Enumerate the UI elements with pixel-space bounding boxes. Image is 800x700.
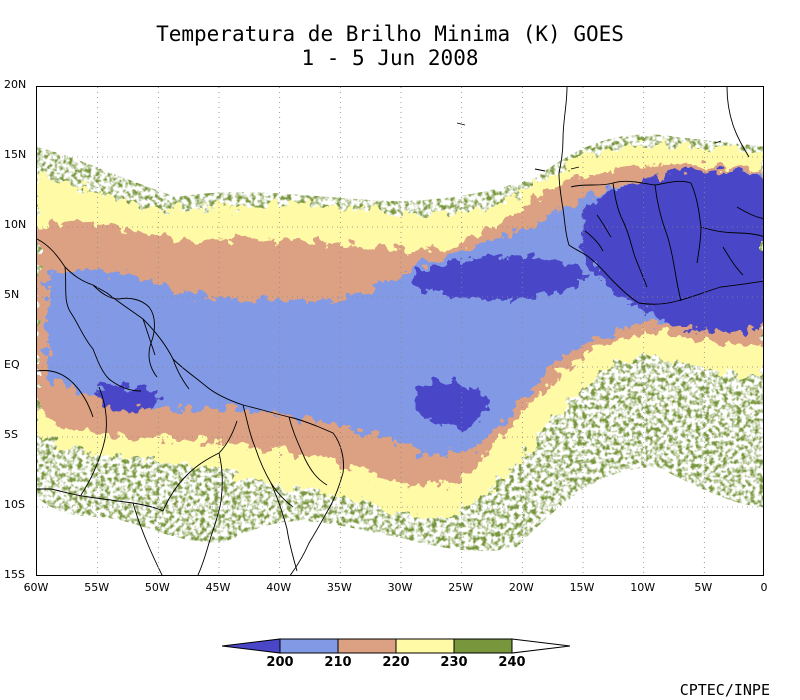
lon-label: 30W xyxy=(387,581,413,594)
lat-label: 10N xyxy=(4,218,27,231)
lon-label: 20W xyxy=(508,581,534,594)
color-scale-bar xyxy=(222,638,571,654)
lon-label: 35W xyxy=(326,581,352,594)
lat-label: 5N xyxy=(4,288,20,301)
colorbar-label: 230 xyxy=(440,655,468,670)
lat-label: 5S xyxy=(4,428,18,441)
lon-label: 60W xyxy=(23,581,49,594)
lon-label: 50W xyxy=(144,581,170,594)
lat-label: EQ xyxy=(4,358,20,371)
map-frame xyxy=(36,86,764,576)
lat-label: 10S xyxy=(4,498,25,511)
title-line-1: Temperatura de Brilho Minima (K) GOES xyxy=(156,22,624,46)
lon-label: 15W xyxy=(569,581,595,594)
coastlines xyxy=(37,87,763,575)
colorbar-segment xyxy=(453,638,513,654)
colorbar-segment xyxy=(395,638,455,654)
lat-label: 15N xyxy=(4,148,27,161)
lon-label: 25W xyxy=(448,581,474,594)
colorbar-segment xyxy=(337,638,397,654)
colorbar-label: 240 xyxy=(498,655,526,670)
layer-below-200 xyxy=(96,170,763,429)
lon-label: 45W xyxy=(205,581,231,594)
title-line-2: 1 - 5 Jun 2008 xyxy=(301,46,479,70)
graticule-grid xyxy=(37,87,763,575)
lat-label: 20N xyxy=(4,78,27,91)
lon-label: 5W xyxy=(694,581,713,594)
colorbar-label: 220 xyxy=(382,655,410,670)
colorbar-max-triangle xyxy=(511,638,571,654)
lon-label: 40W xyxy=(266,581,292,594)
lat-label: 15S xyxy=(4,568,25,581)
layer-darkblue-shape xyxy=(96,170,763,429)
lon-label: 0 xyxy=(760,581,768,594)
colorbar-min-triangle xyxy=(222,638,281,654)
colorbar-label: 210 xyxy=(324,655,352,670)
credit-label: CPTEC/INPE xyxy=(679,681,770,699)
lon-label: 10W xyxy=(630,581,656,594)
map-title: Temperatura de Brilho Minima (K) GOES 1 … xyxy=(0,22,780,70)
colorbar-label: 200 xyxy=(266,655,294,670)
colorbar-segment xyxy=(279,638,339,654)
brightness-temperature-map xyxy=(37,87,763,575)
lon-label: 55W xyxy=(84,581,110,594)
